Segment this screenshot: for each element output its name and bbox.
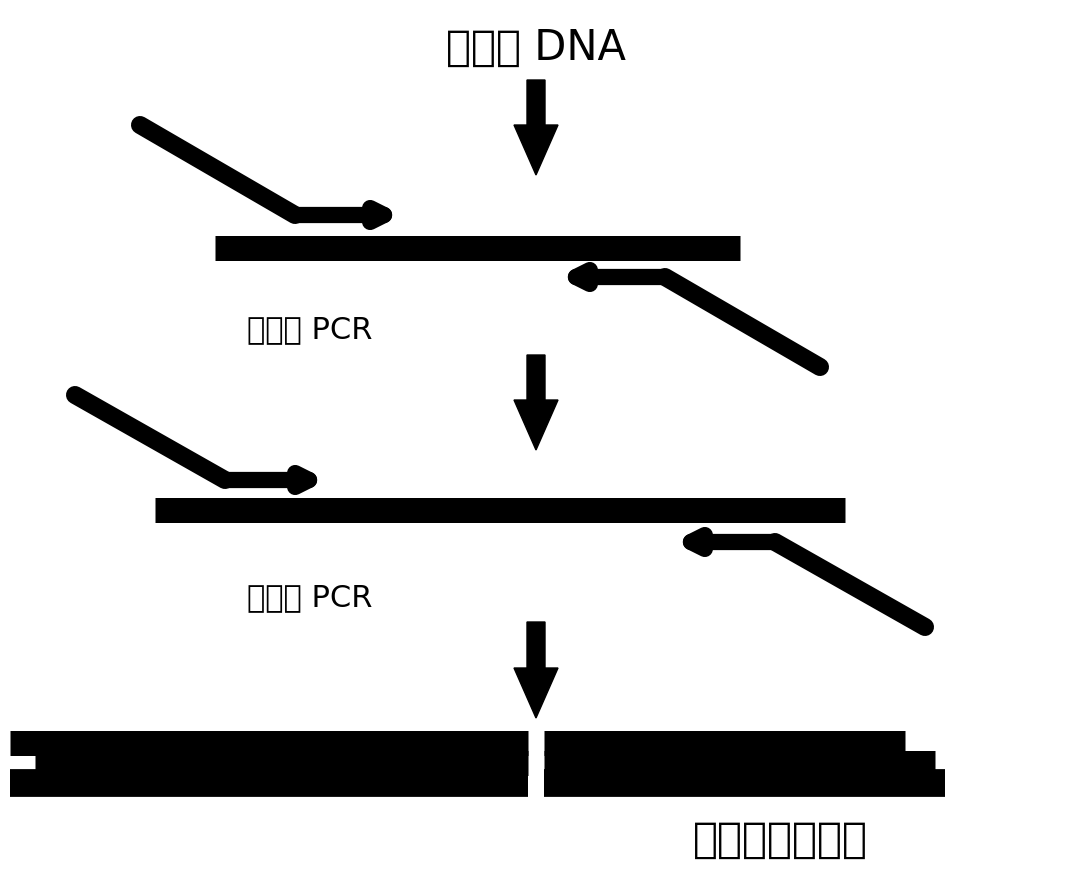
- Text: 第一轮 PCR: 第一轮 PCR: [247, 315, 372, 344]
- Polygon shape: [514, 80, 558, 175]
- Text: 富集的目标片段: 富集的目标片段: [692, 819, 867, 861]
- Text: 第二轮 PCR: 第二轮 PCR: [247, 583, 372, 612]
- Polygon shape: [514, 355, 558, 450]
- Polygon shape: [514, 622, 558, 718]
- Text: 基因组 DNA: 基因组 DNA: [446, 27, 626, 69]
